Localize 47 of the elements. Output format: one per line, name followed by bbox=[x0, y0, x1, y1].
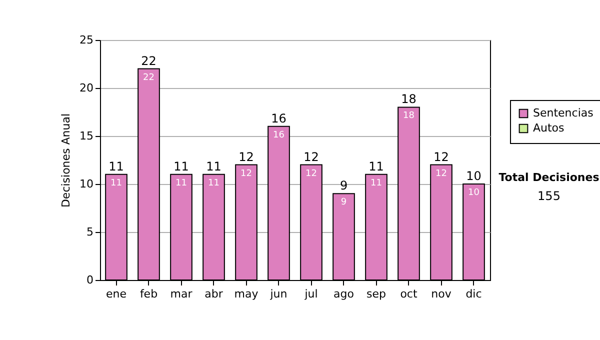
total-label: 11 bbox=[108, 159, 124, 174]
total-label: 16 bbox=[271, 111, 286, 126]
x-tick-label: mar bbox=[170, 288, 193, 300]
total-label: 10 bbox=[466, 169, 482, 183]
data-label: 16 bbox=[273, 130, 285, 140]
y-tick-label: 5 bbox=[86, 226, 94, 238]
x-tick-label: sep bbox=[366, 288, 386, 300]
y-axis-title: Decisiones Anual bbox=[60, 113, 73, 208]
x-tick-label: abr bbox=[204, 288, 224, 300]
y-tick-label: 25 bbox=[80, 34, 94, 46]
data-label: 12 bbox=[436, 168, 447, 179]
x-tick-label: feb bbox=[140, 288, 158, 300]
data-label: 22 bbox=[143, 72, 154, 83]
data-label: 11 bbox=[370, 178, 382, 188]
data-label: 10 bbox=[468, 188, 480, 198]
y-tick-label: 20 bbox=[80, 82, 94, 94]
x-tick-label: may bbox=[234, 288, 259, 300]
x-tick-label: jun bbox=[269, 288, 288, 300]
total-label: 12 bbox=[304, 150, 319, 164]
legend-label: Sentencias bbox=[533, 106, 594, 120]
data-label: 11 bbox=[110, 178, 122, 188]
total-label: 11 bbox=[368, 159, 384, 174]
data-label: 11 bbox=[176, 178, 187, 188]
data-label: 18 bbox=[403, 111, 415, 122]
y-tick-label: 15 bbox=[80, 130, 94, 142]
text: Total Decisiones bbox=[498, 171, 600, 184]
total-label: 11 bbox=[206, 159, 222, 174]
data-label: 12 bbox=[306, 168, 317, 179]
y-tick-label: 10 bbox=[80, 178, 94, 190]
data-label: 9 bbox=[340, 198, 347, 208]
x-tick-label: oct bbox=[400, 288, 418, 300]
x-tick-label: ene bbox=[106, 288, 127, 300]
total-label: 12 bbox=[434, 150, 449, 164]
data-label: 11 bbox=[208, 178, 220, 188]
total-label: 11 bbox=[174, 159, 189, 174]
text: 155 bbox=[538, 189, 560, 203]
total-label: 18 bbox=[401, 92, 416, 106]
total-label: 12 bbox=[238, 150, 254, 164]
x-tick-label: dic bbox=[466, 288, 482, 300]
x-tick-label: jul bbox=[304, 288, 318, 300]
total-label: 22 bbox=[141, 54, 156, 68]
y-tick-label: 0 bbox=[86, 274, 94, 286]
legend-label: Autos bbox=[533, 122, 565, 134]
x-tick-label: ago bbox=[334, 288, 354, 300]
total-label: 9 bbox=[340, 178, 348, 193]
x-tick-label: nov bbox=[431, 288, 452, 300]
data-label: 12 bbox=[240, 168, 252, 179]
